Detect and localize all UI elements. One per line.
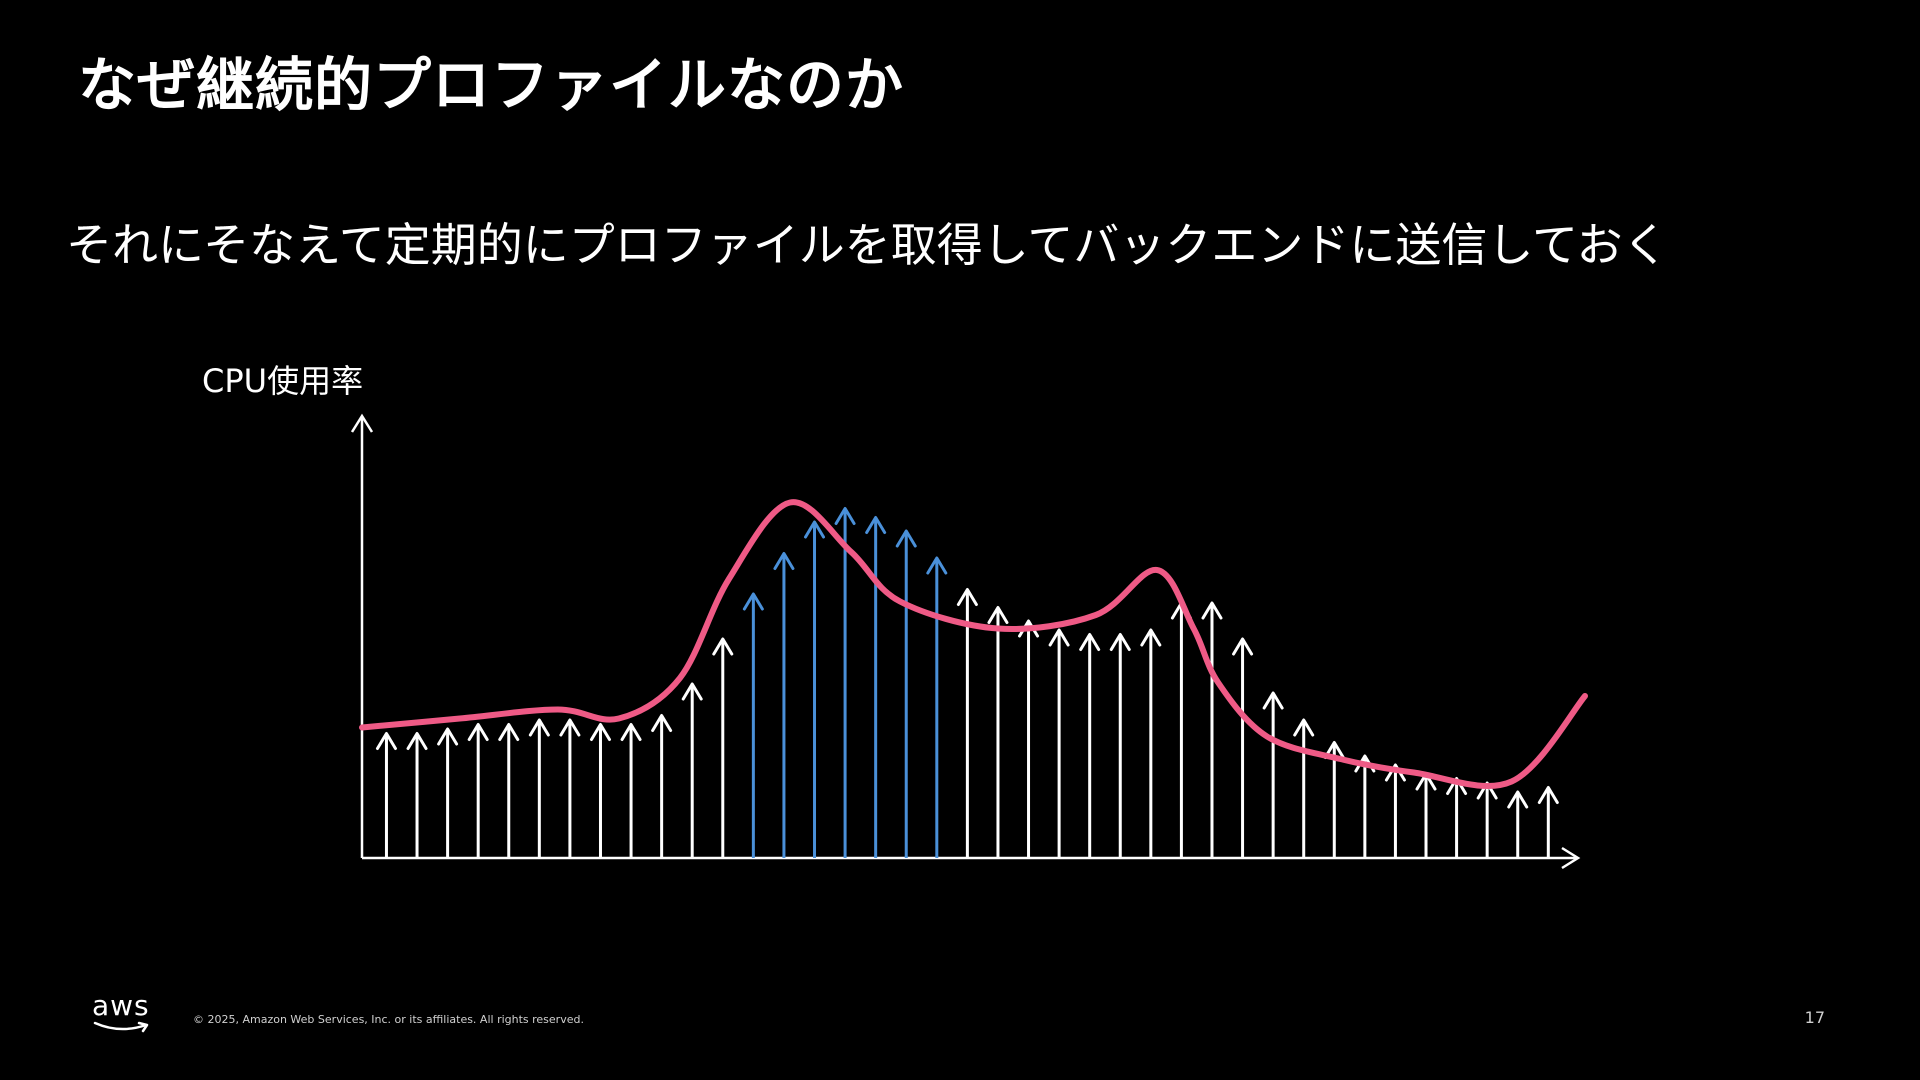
sample-arrow <box>1537 786 1559 858</box>
slide-title: なぜ継続的プロファイルなのか <box>78 51 905 119</box>
slide-subtitle: それにそなえて定期的にプロファイルを取得してバックエンドに送信しておく <box>66 218 1669 272</box>
sample-arrow <box>589 723 611 858</box>
sample-arrow <box>559 718 581 858</box>
sample-arrow <box>1140 628 1162 858</box>
axes <box>350 413 1581 870</box>
sample-arrow <box>1354 754 1376 858</box>
sample-arrow <box>1323 741 1345 858</box>
sample-arrow <box>1384 763 1406 858</box>
sample-arrow <box>1018 619 1040 858</box>
sample-arrow <box>1048 628 1070 858</box>
sample-arrow <box>1170 601 1192 858</box>
sample-arrow <box>1232 637 1254 858</box>
copyright-notice: © 2025, Amazon Web Services, Inc. or its… <box>193 1013 584 1026</box>
sample-arrow <box>1507 790 1529 858</box>
sample-arrow <box>987 606 1009 858</box>
sample-arrow <box>895 529 917 858</box>
sample-arrow <box>926 556 948 858</box>
sample-arrow <box>1293 718 1315 858</box>
sample-arrow <box>651 714 673 858</box>
sample-arrow <box>1201 601 1223 858</box>
cpu-usage-curve <box>359 499 1588 789</box>
sample-arrow <box>467 723 489 858</box>
sample-arrow <box>528 718 550 858</box>
sample-arrow <box>437 727 459 858</box>
aws-logo-text: aws <box>92 989 150 1022</box>
sample-arrow <box>1476 781 1498 858</box>
sample-arrow <box>620 723 642 858</box>
y-axis-arrowhead <box>350 413 374 433</box>
page-number: 17 <box>1804 1008 1825 1027</box>
sample-arrow <box>865 516 887 858</box>
sample-arrow <box>498 723 520 858</box>
sample-arrow <box>1079 633 1101 858</box>
aws-smile-icon <box>93 1021 149 1033</box>
aws-logo: aws <box>92 990 156 1036</box>
sample-arrow <box>712 637 734 858</box>
sample-arrow <box>742 592 764 858</box>
sample-arrows <box>375 507 1559 858</box>
sample-arrow <box>1446 777 1468 858</box>
sample-arrow <box>406 732 428 858</box>
sample-arrow <box>1415 772 1437 858</box>
sample-arrow <box>375 732 397 858</box>
sample-arrow <box>773 552 795 858</box>
x-axis-arrowhead <box>1561 846 1581 870</box>
sample-arrow <box>956 588 978 858</box>
sample-arrow <box>1109 633 1131 858</box>
sample-arrow <box>1262 691 1284 858</box>
sample-arrow <box>804 520 826 858</box>
sample-arrow <box>681 682 703 858</box>
y-axis-label: CPU使用率 <box>202 362 364 400</box>
sample-arrow <box>834 507 856 858</box>
